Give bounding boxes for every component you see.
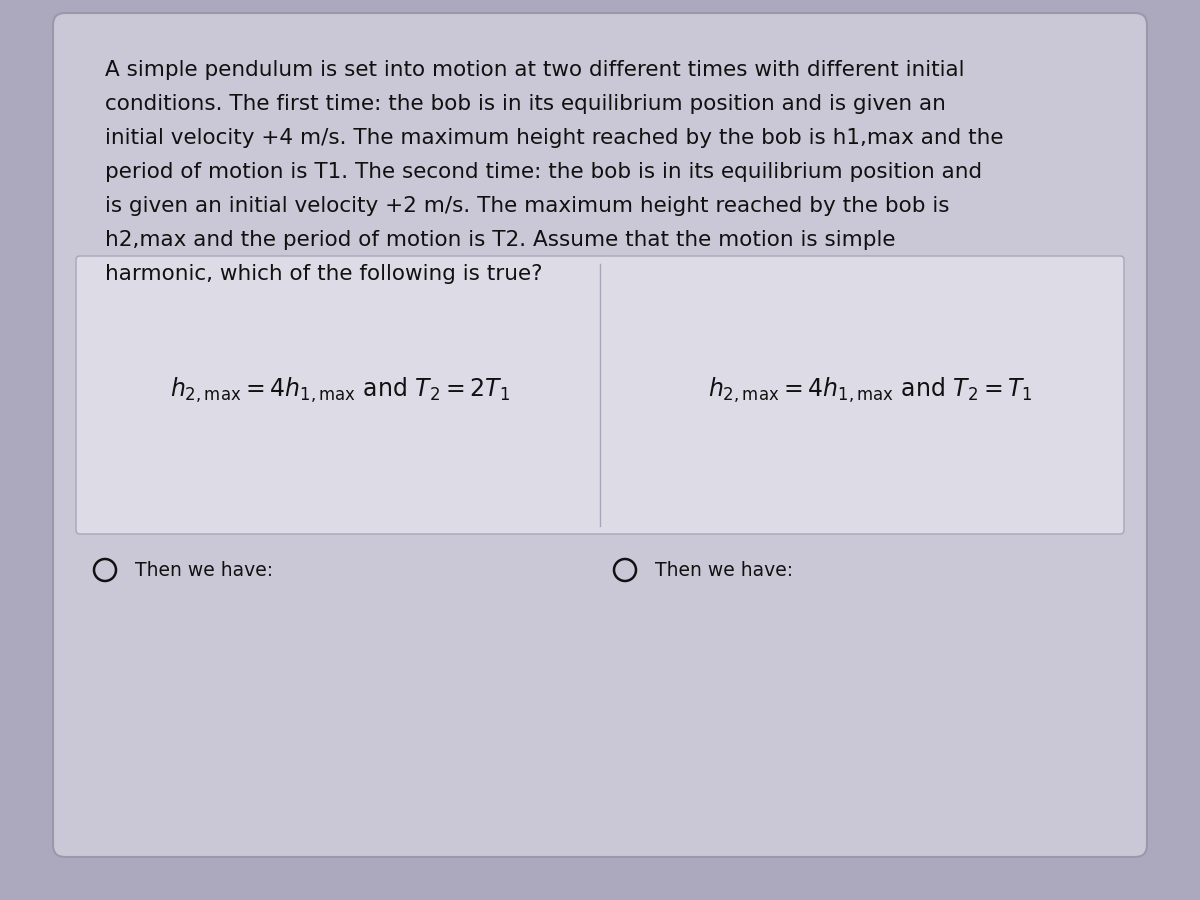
Text: $h_{2,\mathrm{max}} = 4h_{1,\mathrm{max}}$ and $T_2 = 2T_1$: $h_{2,\mathrm{max}} = 4h_{1,\mathrm{max}… [170,375,510,405]
Text: conditions. The first time: the bob is in its equilibrium position and is given : conditions. The first time: the bob is i… [106,94,946,114]
FancyBboxPatch shape [53,13,1147,857]
Text: period of motion is T1. The second time: the bob is in its equilibrium position : period of motion is T1. The second time:… [106,162,982,182]
Text: Then we have:: Then we have: [655,561,793,580]
FancyBboxPatch shape [76,256,1124,534]
Text: h2,max and the period of motion is T2. Assume that the motion is simple: h2,max and the period of motion is T2. A… [106,230,895,250]
Text: A simple pendulum is set into motion at two different times with different initi: A simple pendulum is set into motion at … [106,60,965,80]
Text: Then we have:: Then we have: [134,561,274,580]
Text: initial velocity +4 m/s. The maximum height reached by the bob is h1,max and the: initial velocity +4 m/s. The maximum hei… [106,128,1003,148]
Text: $h_{2,\mathrm{max}} = 4h_{1,\mathrm{max}}$ and $T_2 = T_1$: $h_{2,\mathrm{max}} = 4h_{1,\mathrm{max}… [708,375,1032,405]
Text: is given an initial velocity +2 m/s. The maximum height reached by the bob is: is given an initial velocity +2 m/s. The… [106,196,949,216]
Text: harmonic, which of the following is true?: harmonic, which of the following is true… [106,264,542,284]
